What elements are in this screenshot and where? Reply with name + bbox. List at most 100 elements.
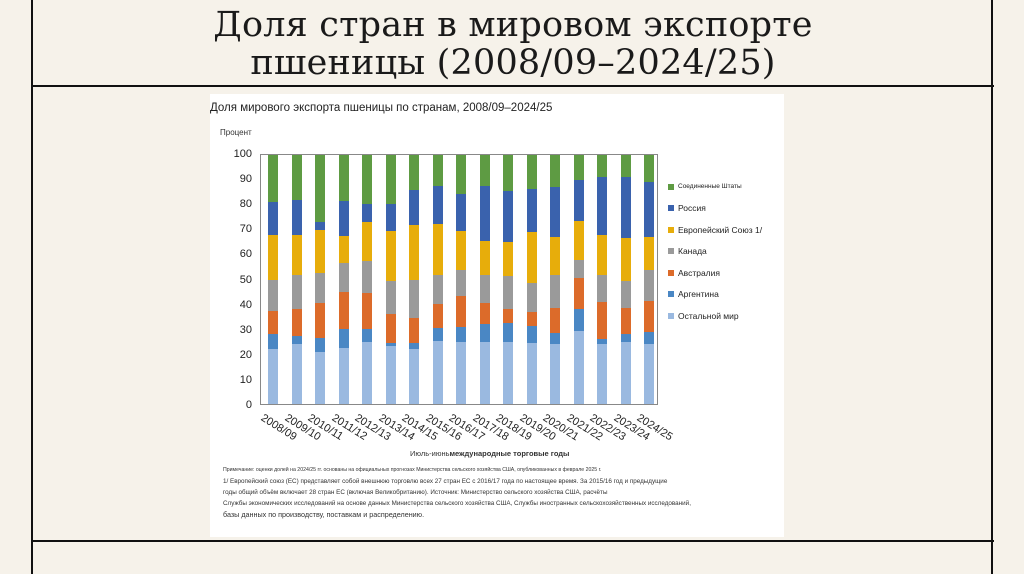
bar-segment <box>268 155 278 203</box>
bar-segment <box>385 230 396 281</box>
bar-2008-09 <box>268 155 278 404</box>
bar-segment <box>644 237 654 270</box>
bar-segment <box>432 223 443 275</box>
bar-2010-11 <box>315 155 325 404</box>
bar-segment <box>315 303 325 339</box>
bar-segment <box>338 329 349 348</box>
bar-segment <box>409 279 419 319</box>
chart-title: Доля мирового экспорта пшеницы по страна… <box>210 102 553 114</box>
bar-segment <box>338 347 349 404</box>
bar-segment <box>479 303 490 325</box>
bar-segment <box>644 182 654 238</box>
bar-segment <box>409 318 419 344</box>
bar-segment <box>526 188 537 233</box>
bar-segment <box>456 193 466 231</box>
plot-area <box>260 154 658 405</box>
bar-segment <box>291 155 302 200</box>
bar-segment <box>268 349 278 404</box>
bar-segment <box>315 351 325 404</box>
legend-label: Европейский Союз 1/ <box>678 224 763 235</box>
bar-segment <box>644 300 654 332</box>
legend-label: Соединенные Штаты <box>678 183 742 191</box>
bar-segment <box>620 334 631 342</box>
bar-segment <box>268 234 278 280</box>
bar-segment <box>456 155 466 194</box>
bar-2009-10 <box>291 155 302 404</box>
bar-segment <box>479 240 490 275</box>
legend-swatch <box>668 205 674 212</box>
legend-item: Канада <box>668 241 762 263</box>
bar-segment <box>479 324 490 342</box>
bar-segment <box>456 295 466 327</box>
bar-segment <box>362 329 372 342</box>
legend-label: Аргентина <box>678 289 719 300</box>
legend-label: Канада <box>678 246 707 257</box>
chart-legend: Соединенные Штаты Россия Европейский Союз … <box>668 176 762 327</box>
bar-segment <box>315 229 325 274</box>
bar-segment <box>573 155 584 180</box>
bar-segment <box>479 155 490 187</box>
bar-segment <box>479 274 490 304</box>
legend-swatch <box>668 269 674 276</box>
bar-2011-12 <box>338 155 349 404</box>
y-tick-label: 90 <box>239 173 252 186</box>
bar-segment <box>385 280 396 315</box>
bar-2015-16 <box>432 155 443 404</box>
bar-2021-22 <box>573 155 584 404</box>
x-axis-label-main: международные торговые годы <box>449 449 570 458</box>
bar-segment <box>550 274 560 309</box>
bar-2023-24 <box>620 155 631 404</box>
bar-segment <box>409 155 419 190</box>
bar-segment <box>620 155 631 178</box>
bar-segment <box>362 260 372 294</box>
stacked-bars <box>261 155 657 404</box>
bar-segment <box>573 221 584 260</box>
bar-segment <box>315 155 325 223</box>
legend-swatch <box>668 226 674 233</box>
bar-segment <box>479 341 490 404</box>
bar-2012-13 <box>362 155 372 404</box>
bar-segment <box>550 187 560 238</box>
bar-segment <box>362 222 372 261</box>
y-tick-label: 80 <box>239 198 252 211</box>
bar-segment <box>479 186 490 241</box>
bar-segment <box>597 301 607 340</box>
chart-figure: Доля мирового экспорта пшеницы по страна… <box>210 94 784 537</box>
bar-segment <box>268 202 278 235</box>
bar-segment <box>550 237 560 275</box>
bar-2022-23 <box>597 155 607 404</box>
bar-segment <box>573 278 584 310</box>
bar-segment <box>573 309 584 331</box>
bar-2020-21 <box>550 155 560 404</box>
bar-segment <box>597 155 607 178</box>
bar-segment <box>409 343 419 350</box>
bar-segment <box>409 224 419 280</box>
bar-2013-14 <box>385 155 396 404</box>
slide-frame-right-line <box>991 0 993 574</box>
slide-title-line-1: Доля стран в мировом экспорте <box>213 5 813 45</box>
y-tick-label: 0 <box>245 399 252 411</box>
bar-segment <box>315 338 325 352</box>
y-tick-label: 30 <box>239 323 252 336</box>
bar-segment <box>503 191 513 243</box>
bar-2019-20 <box>526 155 537 404</box>
bar-segment <box>456 269 466 296</box>
bar-segment <box>385 343 396 346</box>
legend-label: Остальной мир <box>678 310 739 321</box>
bar-segment <box>620 177 631 239</box>
legend-item: Аргентина <box>668 284 762 306</box>
bar-segment <box>385 203 396 231</box>
bar-segment <box>291 335 302 345</box>
bar-segment <box>597 339 607 345</box>
bar-segment <box>597 177 607 235</box>
bar-segment <box>550 333 560 345</box>
bar-segment <box>550 155 560 188</box>
bar-2018-19 <box>503 155 513 404</box>
bar-segment <box>526 311 537 326</box>
bar-2014-15 <box>409 155 419 404</box>
note-line: Примечание: оценки долей на 2024/25 гг. … <box>223 467 602 473</box>
bar-segment <box>432 155 443 187</box>
bar-segment <box>550 344 560 404</box>
slide-title-divider <box>32 85 994 87</box>
bar-segment <box>503 309 513 324</box>
